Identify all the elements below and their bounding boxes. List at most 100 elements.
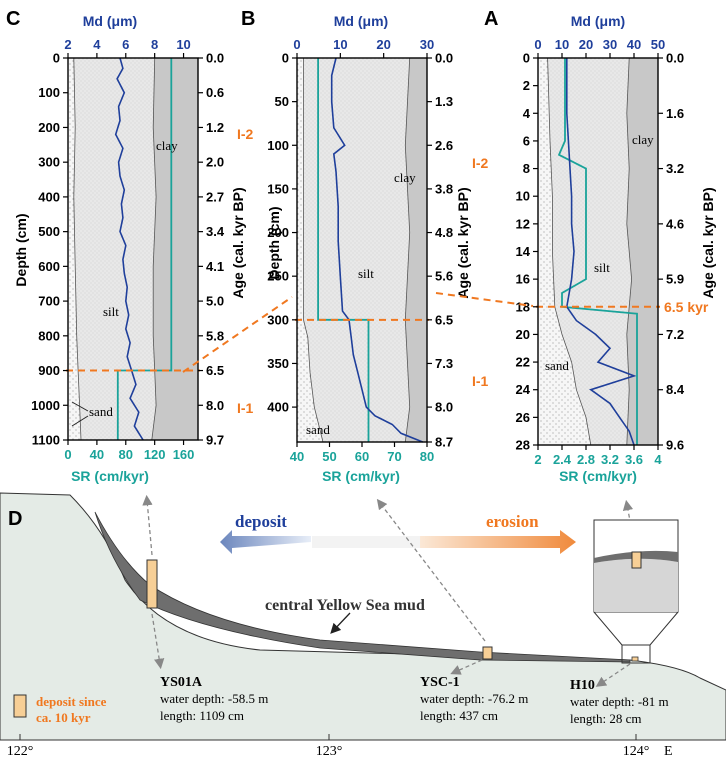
panel-c-age-tick-label: 0.0 xyxy=(206,51,224,66)
panel-b-silt-area xyxy=(296,57,411,443)
panel-c-sand-label: sand xyxy=(89,404,113,419)
panel-d-letter: D xyxy=(8,508,22,530)
lon-label-122: 122° xyxy=(7,744,34,757)
erosion-arrow xyxy=(420,530,576,554)
panel-a-age-tick-label: 8.4 xyxy=(666,382,685,397)
panel-a-depth-tick-label: 24 xyxy=(516,382,531,397)
panel-c-sr-tick-label: 80 xyxy=(119,447,133,462)
panel-a-sand-label: sand xyxy=(545,358,569,373)
panel-a-zone-i2: I-2 xyxy=(472,155,489,171)
panel-b-sr-tick-label: 70 xyxy=(387,449,401,464)
panel-b-letter: B xyxy=(241,8,255,30)
panel-a-chart: 0 10 20 30 40 502 2.4 2.8 3.2 3.6 4024681012141618… xyxy=(516,37,685,467)
panel-b-age-title: Age (cal. kyr BP) xyxy=(455,187,471,298)
lon-label-124: 124° xyxy=(623,744,650,757)
panel-c-letter: C xyxy=(6,8,20,30)
panel-a-age-tick-label: 4.6 xyxy=(666,216,684,231)
core-length-ys01a: length: 1109 cm xyxy=(160,708,244,723)
panel-b-age-tick-label: 7.3 xyxy=(435,356,453,371)
panel-a-age-tick-label: 1.6 xyxy=(666,106,684,121)
panel-c-depth-tick-label: 500 xyxy=(38,224,60,239)
panel-b-depth-tick-label: 300 xyxy=(267,312,289,327)
panel-c-zone-i2: I-2 xyxy=(237,126,254,142)
panel-c-sr-title: SR (cm/kyr) xyxy=(71,468,149,484)
panel-b-age-tick-label: 8.7 xyxy=(435,435,453,450)
panel-a-md-tick-label: 30 xyxy=(603,37,617,52)
panel-c-sr-tick-label: 0 xyxy=(64,447,71,462)
panel-b-chart: 0 10 20 30 40 50 60 70 80 0 50 100 150 200 250 300 350 40… xyxy=(267,37,453,464)
panel-a-depth-tick-label: 28 xyxy=(516,438,530,453)
panel-c-sand-pointer-2 xyxy=(71,415,89,427)
panel-c-chart: 2 4 6 8 100 40 80 120 16001002003004005006007008… xyxy=(31,37,225,462)
mud-label: central Yellow Sea mud xyxy=(265,597,425,614)
panel-a-depth-tick-label: 2 xyxy=(523,78,530,93)
panel-c-age-tick-label: 9.7 xyxy=(206,433,224,448)
panel-a-age-tick-label: 5.9 xyxy=(666,272,684,287)
panel-a-age-tick-label: 0.0 xyxy=(666,51,684,66)
panel-c-md-tick-label: 4 xyxy=(93,37,101,52)
panel-b-age-tick-label: 3.8 xyxy=(435,181,453,196)
panel-b-depth-tick-label: 100 xyxy=(267,138,289,153)
core-depth-ysc1: water depth: -76.2 m xyxy=(420,691,528,706)
panel-a-md-tick-label: 50 xyxy=(651,37,665,52)
panel-a-silt-label: silt xyxy=(594,260,610,275)
seafloor-profile xyxy=(0,492,726,741)
erosion-label: erosion xyxy=(486,512,539,531)
panel-b-sr-tick-label: 40 xyxy=(290,449,304,464)
panel-a-depth-tick-label: 20 xyxy=(516,327,530,342)
panel-c-depth-title: Depth (cm) xyxy=(13,213,29,286)
ysc1-leader-up xyxy=(376,498,486,642)
panel-c-depth-tick-label: 700 xyxy=(38,294,60,309)
panel-a-depth-tick-label: 0 xyxy=(523,51,530,66)
panel-a-depth-tick-label: 6 xyxy=(523,133,530,148)
panel-c-silt-label: silt xyxy=(103,304,119,319)
boundary-connector-c-b xyxy=(182,296,293,373)
panel-c-md-line xyxy=(114,57,144,441)
panel-c-age-tick-label: 8.0 xyxy=(206,398,224,413)
panel-a-md-tick-label: 20 xyxy=(579,37,593,52)
panel-c-depth-tick-label: 1000 xyxy=(31,398,60,413)
panel-b-depth-tick-label: 150 xyxy=(267,181,289,196)
panel-c-age-tick-label: 6.5 xyxy=(206,363,224,378)
panel-b-depth-tick-label: 250 xyxy=(267,269,289,284)
panel-b-depth-tick-label: 350 xyxy=(267,356,289,371)
panel-c-md-title: Md (μm) xyxy=(83,13,137,29)
panel-b-depth-tick-label: 400 xyxy=(267,400,289,415)
panel-c-age-tick-label: 5.8 xyxy=(206,328,224,343)
core-length-h10: length: 28 cm xyxy=(570,711,642,726)
panel-b-md-title: Md (μm) xyxy=(334,13,388,29)
section-d: D deposit erosion central Yellow Sea mud xyxy=(0,492,726,757)
panel-a-sr-tick-label: 3.6 xyxy=(625,452,643,467)
ysc1-leader-down xyxy=(450,659,483,675)
panel-b-depth-tick-label: 200 xyxy=(267,225,289,240)
core-h10 xyxy=(631,656,639,662)
boundary-age-label: 6.5 kyr xyxy=(664,299,709,315)
panel-a-clay-label: clay xyxy=(632,132,654,147)
legend-line1: deposit since xyxy=(36,694,107,709)
panel-a-sr-tick-label: 2 xyxy=(534,452,541,467)
ys01a-leader-up xyxy=(142,494,153,556)
panel-c-age-tick-label: 2.7 xyxy=(206,189,224,204)
panel-a-age-tick-label: 7.2 xyxy=(666,327,684,342)
mud-label-arrow xyxy=(330,612,351,634)
legend-swatch xyxy=(13,694,27,718)
panel-b-sr-title: SR (cm/kyr) xyxy=(322,468,400,484)
panel-b-age-tick-label: 8.0 xyxy=(435,400,453,415)
panel-c-age-tick-label: 0.6 xyxy=(206,85,224,100)
panel-a-sr-tick-label: 2.4 xyxy=(553,452,572,467)
panel-c-depth-tick-label: 400 xyxy=(38,189,60,204)
panel-a-depth-tick-label: 22 xyxy=(516,355,530,370)
legend-line2: ca. 10 kyr xyxy=(36,710,91,725)
lon-label-123: 123° xyxy=(316,744,343,757)
panel-c-md-tick-label: 8 xyxy=(151,37,158,52)
panel-c-sr-tick-label: 120 xyxy=(144,447,166,462)
core-ys01a xyxy=(146,559,158,609)
panel-c-md-tick-label: 2 xyxy=(64,37,71,52)
panel-c-depth-tick-label: 900 xyxy=(38,363,60,378)
panel-b-age-tick-label: 4.8 xyxy=(435,225,453,240)
panel-b-age-tick-label: 1.3 xyxy=(435,94,453,109)
panel-c-sr-tick-label: 40 xyxy=(90,447,104,462)
boundary-connector-b-a xyxy=(435,292,534,307)
panel-c-age-tick-label: 1.2 xyxy=(206,120,224,135)
